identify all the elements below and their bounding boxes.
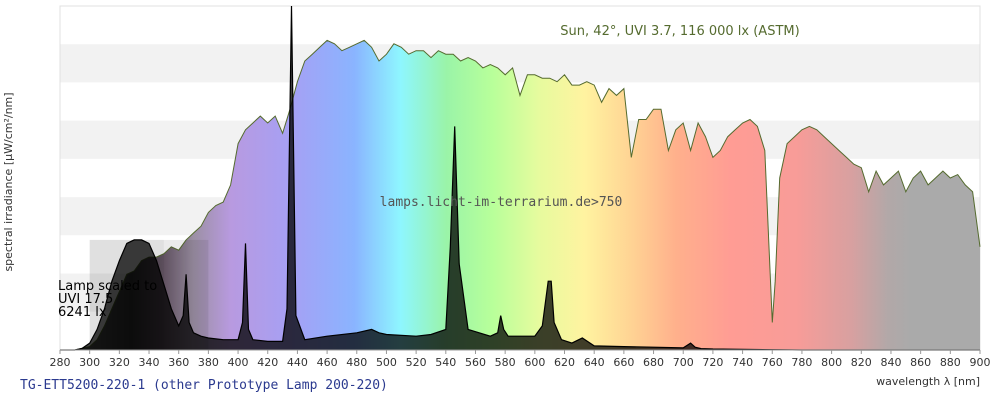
x-tick-label: 420 bbox=[257, 356, 278, 369]
x-tick-label: 880 bbox=[940, 356, 961, 369]
sun-spectrum-line bbox=[74, 39, 981, 351]
x-tick-label: 380 bbox=[198, 356, 219, 369]
x-tick-label: 780 bbox=[791, 356, 812, 369]
x-tick-label: 900 bbox=[970, 356, 991, 369]
x-tick-label: 740 bbox=[732, 356, 753, 369]
x-tick-label: 400 bbox=[228, 356, 249, 369]
x-tick-label: 440 bbox=[287, 356, 308, 369]
grid-band bbox=[60, 6, 980, 45]
x-tick-label: 720 bbox=[702, 356, 723, 369]
x-axis-label: wavelength λ [nm] bbox=[876, 375, 980, 388]
y-axis-label: spectral irradiance [µW/cm²/nm] bbox=[2, 92, 15, 271]
x-tick-label: 820 bbox=[851, 356, 872, 369]
x-tick-label: 600 bbox=[524, 356, 545, 369]
x-tick-label: 300 bbox=[79, 356, 100, 369]
chart-title: TG-ETT5200-220-1 (other Prototype Lamp 2… bbox=[20, 378, 388, 393]
x-tick-label: 560 bbox=[465, 356, 486, 369]
sun-series-label: Sun, 42°, UVI 3.7, 116 000 lx (ASTM) bbox=[560, 24, 799, 39]
x-tick-label: 540 bbox=[435, 356, 456, 369]
x-axis bbox=[59, 349, 981, 354]
x-tick-label: 500 bbox=[376, 356, 397, 369]
watermark-text: lamps.licht-im-terrarium.de>750 bbox=[380, 195, 623, 210]
x-tick-label: 660 bbox=[613, 356, 634, 369]
x-tick-label: 520 bbox=[406, 356, 427, 369]
x-tick-label: 760 bbox=[762, 356, 783, 369]
x-tick-labels: 280 300 320 340 360 380 400 420 440 460 480 500 520 5… bbox=[50, 356, 991, 369]
grid-band bbox=[60, 44, 980, 83]
x-tick-label: 480 bbox=[346, 356, 367, 369]
x-tick-label: 580 bbox=[495, 356, 516, 369]
lamp-annotation-line-3: 6241 lx bbox=[58, 305, 107, 320]
x-tick-label: 340 bbox=[139, 356, 160, 369]
x-tick-label: 680 bbox=[643, 356, 664, 369]
x-tick-label: 800 bbox=[821, 356, 842, 369]
x-tick-label: 640 bbox=[584, 356, 605, 369]
x-tick-label: 860 bbox=[910, 356, 931, 369]
x-tick-label: 700 bbox=[673, 356, 694, 369]
x-tick-label: 320 bbox=[109, 356, 130, 369]
x-tick-label: 280 bbox=[50, 356, 71, 369]
x-tick-label: 360 bbox=[168, 356, 189, 369]
x-tick-label: 840 bbox=[880, 356, 901, 369]
x-tick-label: 460 bbox=[317, 356, 338, 369]
lamp-annotation-line-1: Lamp scaled to bbox=[58, 279, 157, 294]
lamp-spectrum-area bbox=[60, 6, 980, 350]
lamp-annotation-line-2: UVI 17.5 bbox=[58, 292, 113, 307]
lamp-spectrum-line bbox=[60, 5, 980, 351]
sun-spectrum-area bbox=[74, 40, 981, 351]
x-tick-label: 620 bbox=[554, 356, 575, 369]
